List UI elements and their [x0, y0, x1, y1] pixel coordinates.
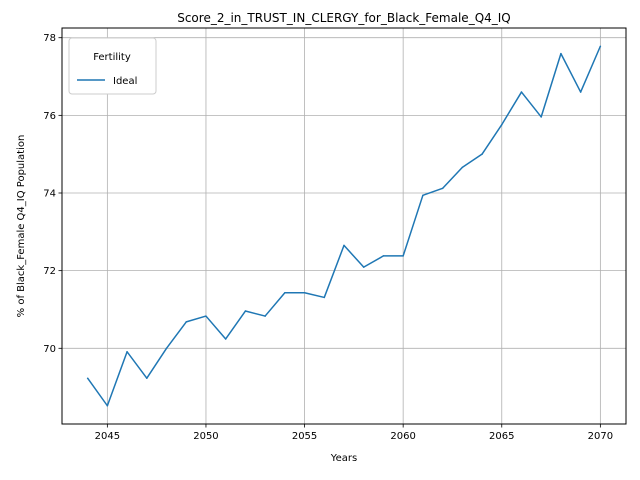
- data-point: [599, 45, 602, 47]
- x-axis-ticks: 2045 2050 2055 2060 2065 2070: [95, 424, 613, 442]
- x-tick-label: 2045: [95, 431, 120, 442]
- data-point: [501, 123, 503, 126]
- data-point: [165, 347, 168, 350]
- data-point: [422, 194, 424, 197]
- data-point: [343, 244, 345, 247]
- data-point: [146, 377, 148, 379]
- series-layer: [86, 45, 602, 407]
- data-point: [86, 377, 89, 379]
- data-point: [205, 315, 207, 317]
- data-point: [224, 338, 227, 340]
- data-point: [185, 321, 187, 323]
- data-point: [382, 255, 385, 257]
- y-tick-label: 74: [43, 189, 56, 200]
- x-tick-label: 2050: [193, 431, 218, 442]
- data-point: [106, 405, 109, 407]
- y-axis-ticks: 70 72 74 76 78: [43, 33, 62, 355]
- y-tick-label: 72: [43, 266, 56, 277]
- data-point: [402, 255, 404, 257]
- legend-title: Fertility: [93, 52, 131, 63]
- data-point: [520, 91, 523, 93]
- x-tick-label: 2065: [489, 431, 514, 442]
- data-point: [264, 315, 266, 317]
- data-point: [461, 166, 464, 169]
- plot-frame: [61, 27, 627, 425]
- x-axis-label: Years: [330, 453, 357, 464]
- x-tick-label: 2055: [292, 431, 317, 442]
- x-tick-label: 2060: [390, 431, 415, 442]
- data-point: [540, 116, 542, 118]
- legend-label-ideal: Ideal: [113, 76, 137, 87]
- data-point: [244, 310, 247, 312]
- x-tick-label: 2070: [588, 431, 613, 442]
- legend: Fertility Ideal: [68, 37, 157, 95]
- data-point: [441, 187, 444, 190]
- data-point: [126, 351, 128, 353]
- y-tick-label: 70: [43, 344, 56, 355]
- data-point: [560, 52, 562, 55]
- data-point: [284, 292, 286, 294]
- data-point: [323, 296, 326, 299]
- y-tick-label: 76: [43, 111, 56, 122]
- grid: [62, 28, 626, 424]
- data-point: [481, 153, 483, 155]
- chart-title: Score_2_in_TRUST_IN_CLERGY_for_Black_Fem…: [177, 11, 511, 25]
- y-axis-label: % of Black_Female Q4_IQ Population: [16, 135, 27, 318]
- data-point: [362, 266, 365, 268]
- data-point: [579, 91, 582, 93]
- y-tick-label: 78: [43, 33, 56, 44]
- data-point: [303, 292, 306, 294]
